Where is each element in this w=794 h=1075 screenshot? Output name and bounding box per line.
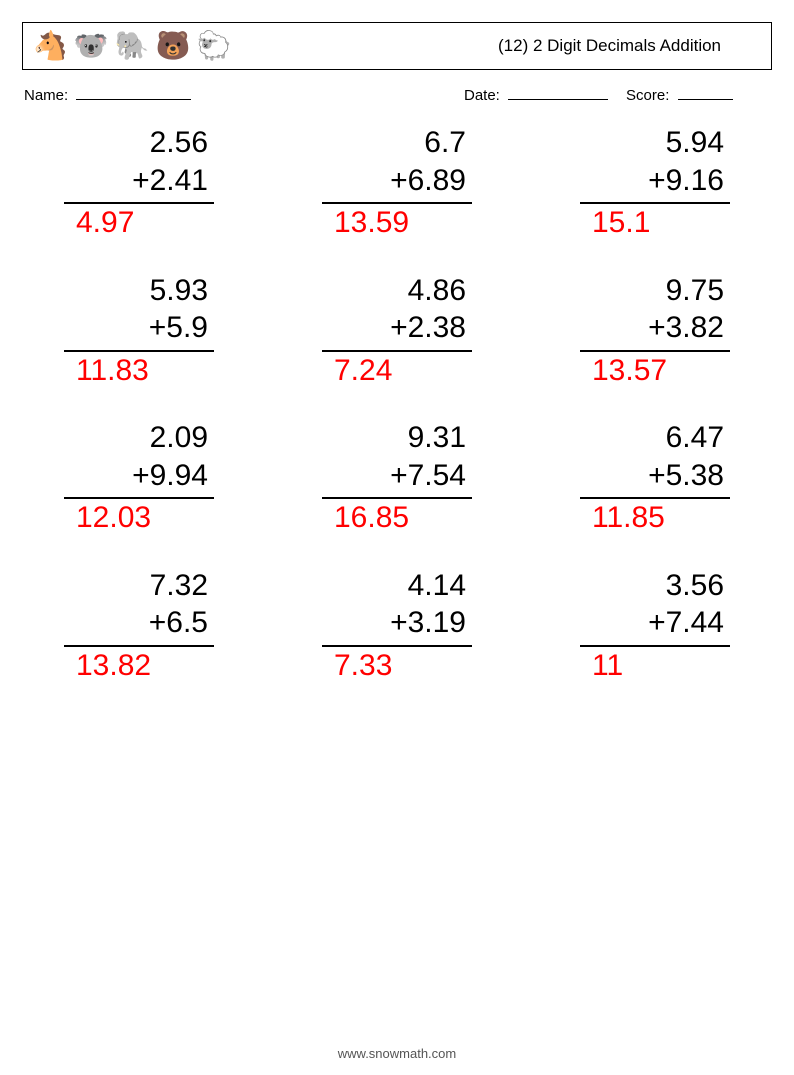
operand-2: +2.41 <box>64 162 214 200</box>
operand-1: 6.47 <box>580 419 730 457</box>
elephant-icon: 🐘 <box>115 32 150 60</box>
operand-2: +6.5 <box>64 604 214 642</box>
operand-1: 2.56 <box>64 124 214 162</box>
operand-1: 9.31 <box>322 419 472 457</box>
operand-1: 9.75 <box>580 272 730 310</box>
operand-1: 2.09 <box>64 419 214 457</box>
operand-1: 4.14 <box>322 567 472 605</box>
answer: 13.82 <box>64 647 214 685</box>
date-blank <box>508 84 608 100</box>
problem: 9.31+7.54 16.85 <box>322 419 472 537</box>
problem: 5.94+9.16 15.1 <box>580 124 730 242</box>
answer: 7.24 <box>322 352 472 390</box>
operand-2: +3.82 <box>580 309 730 347</box>
problem: 4.86+2.38 7.24 <box>322 272 472 390</box>
operand-1: 5.94 <box>580 124 730 162</box>
operand-2: +7.54 <box>322 457 472 495</box>
name-label: Name: <box>24 87 68 104</box>
operand-2: +9.16 <box>580 162 730 200</box>
operand-2: +3.19 <box>322 604 472 642</box>
sheep-icon: 🐑 <box>197 32 232 60</box>
problem: 5.93+5.9 11.83 <box>64 272 214 390</box>
answer: 13.59 <box>322 204 472 242</box>
problem: 4.14+3.19 7.33 <box>322 567 472 685</box>
bear-icon: 🐻 <box>156 32 191 60</box>
problems-grid: 2.56+2.41 4.97 6.7+6.89 13.59 5.94+9.16 15.… <box>40 124 754 684</box>
answer: 13.57 <box>580 352 730 390</box>
score-blank <box>678 84 733 100</box>
problem: 6.7+6.89 13.59 <box>322 124 472 242</box>
problem: 7.32+6.5 13.82 <box>64 567 214 685</box>
operand-1: 5.93 <box>64 272 214 310</box>
header-box: 🐴 🐨 🐘 🐻 🐑 (12) 2 Digit Decimals Addition <box>22 22 772 70</box>
answer: 11.85 <box>580 499 730 537</box>
operand-1: 4.86 <box>322 272 472 310</box>
worksheet-title: (12) 2 Digit Decimals Addition <box>498 36 761 56</box>
meta-row: Name: Date: Score: <box>24 84 770 104</box>
operand-2: +5.38 <box>580 457 730 495</box>
problem: 2.09+9.94 12.03 <box>64 419 214 537</box>
answer: 16.85 <box>322 499 472 537</box>
operand-1: 3.56 <box>580 567 730 605</box>
problem: 2.56+2.41 4.97 <box>64 124 214 242</box>
operand-2: +7.44 <box>580 604 730 642</box>
koala-icon: 🐨 <box>74 32 109 60</box>
name-blank <box>76 84 191 100</box>
answer: 4.97 <box>64 204 214 242</box>
footer-url: www.snowmath.com <box>0 1046 794 1061</box>
animal-icons: 🐴 🐨 🐘 🐻 🐑 <box>33 32 231 60</box>
operand-2: +2.38 <box>322 309 472 347</box>
score-label: Score: <box>626 87 669 104</box>
problem: 9.75+3.82 13.57 <box>580 272 730 390</box>
answer: 7.33 <box>322 647 472 685</box>
problem: 6.47+5.38 11.85 <box>580 419 730 537</box>
answer: 11 <box>580 647 730 685</box>
answer: 12.03 <box>64 499 214 537</box>
operand-1: 6.7 <box>322 124 472 162</box>
operand-2: +6.89 <box>322 162 472 200</box>
answer: 15.1 <box>580 204 730 242</box>
date-label: Date: <box>464 87 500 104</box>
horse-icon: 🐴 <box>33 32 68 60</box>
operand-1: 7.32 <box>64 567 214 605</box>
answer: 11.83 <box>64 352 214 390</box>
problem: 3.56+7.44 11 <box>580 567 730 685</box>
operand-2: +5.9 <box>64 309 214 347</box>
operand-2: +9.94 <box>64 457 214 495</box>
